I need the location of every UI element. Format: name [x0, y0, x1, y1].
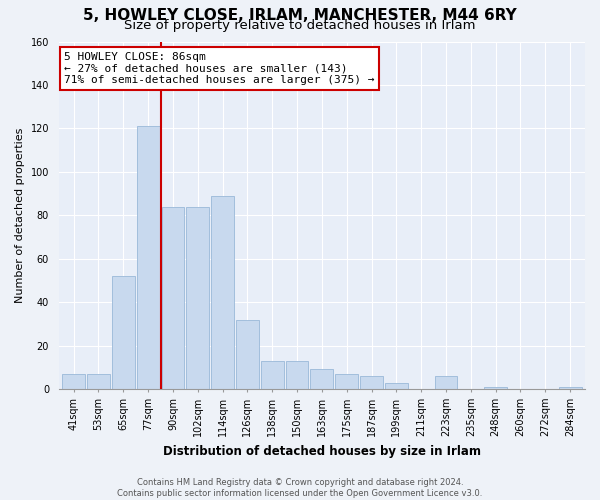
Bar	[286, 361, 308, 389]
Text: 5, HOWLEY CLOSE, IRLAM, MANCHESTER, M44 6RY: 5, HOWLEY CLOSE, IRLAM, MANCHESTER, M44 …	[83, 8, 517, 22]
Bar	[112, 276, 135, 389]
Bar	[310, 370, 334, 389]
Text: Size of property relative to detached houses in Irlam: Size of property relative to detached ho…	[124, 19, 476, 32]
Bar	[62, 374, 85, 389]
Text: Contains HM Land Registry data © Crown copyright and database right 2024.
Contai: Contains HM Land Registry data © Crown c…	[118, 478, 482, 498]
X-axis label: Distribution of detached houses by size in Irlam: Distribution of detached houses by size …	[163, 444, 481, 458]
Bar	[187, 206, 209, 389]
Bar	[87, 374, 110, 389]
Bar	[360, 376, 383, 389]
Bar	[261, 361, 284, 389]
Bar	[335, 374, 358, 389]
Text: 5 HOWLEY CLOSE: 86sqm
← 27% of detached houses are smaller (143)
71% of semi-det: 5 HOWLEY CLOSE: 86sqm ← 27% of detached …	[64, 52, 374, 85]
Bar	[385, 382, 408, 389]
Y-axis label: Number of detached properties: Number of detached properties	[15, 128, 25, 303]
Bar	[559, 387, 581, 389]
Bar	[137, 126, 160, 389]
Bar	[434, 376, 457, 389]
Bar	[161, 206, 184, 389]
Bar	[211, 196, 234, 389]
Bar	[484, 387, 507, 389]
Bar	[236, 320, 259, 389]
